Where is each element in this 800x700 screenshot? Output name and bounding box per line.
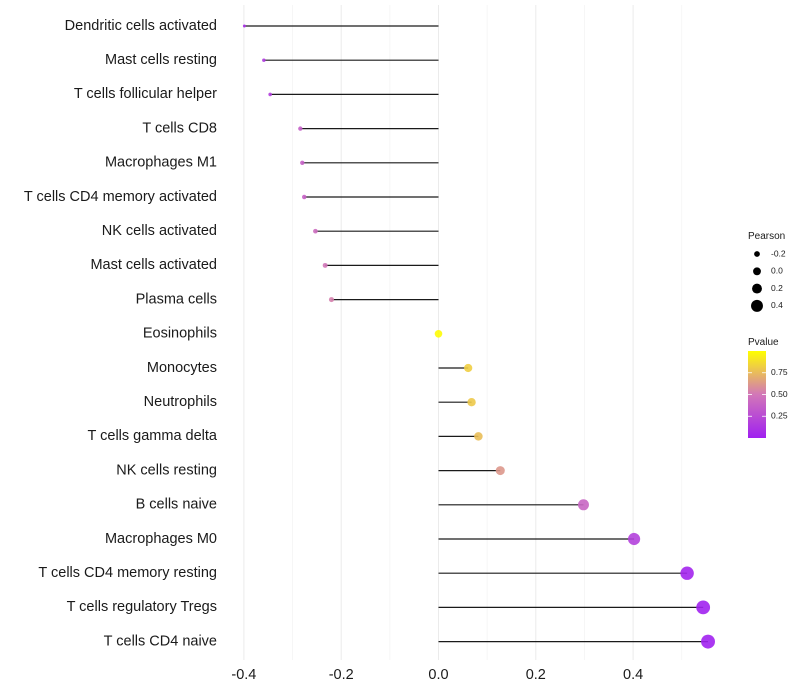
y-tick-label: T cells CD8 [142,120,217,136]
lollipop-point [701,634,715,649]
lollipop-point [464,363,473,373]
lollipop-point [298,126,303,131]
lollipop-point [262,58,266,62]
pvalue-colorbar [748,351,766,438]
y-tick-label: Mast cells resting [105,52,217,68]
lollipop-point [242,24,246,28]
y-tick-label: T cells CD4 memory resting [38,565,217,581]
x-tick-label: -0.2 [329,667,354,683]
lollipop-point [434,330,443,338]
y-tick-label: Mast cells activated [90,257,217,273]
size-legend-label: 0.4 [771,300,783,310]
lollipop-point [495,466,505,476]
size-legend-label: 0.2 [771,283,783,293]
y-tick-label: Dendritic cells activated [65,18,217,34]
lollipop-point [467,398,476,407]
lollipop-point [268,92,272,97]
y-tick-label: T cells CD4 naive [104,633,217,649]
y-tick-label: B cells naive [136,497,217,513]
y-tick-label: Macrophages M0 [105,531,217,547]
size-legend-label: -0.2 [771,248,786,258]
y-tick-label: Eosinophils [143,326,217,342]
y-tick-label: Macrophages M1 [105,155,217,171]
colorbar-label: 0.75 [771,367,788,377]
y-tick-label: T cells gamma delta [88,428,218,444]
lollipop-point [313,228,318,234]
lollipop-point [328,297,335,303]
x-tick-label: 0.0 [428,667,448,683]
lollipop-point [627,532,641,546]
y-tick-label: NK cells activated [102,223,217,239]
size-legend-label: 0.0 [771,266,783,276]
legend-size-title: Pearson [748,231,785,242]
lollipop-point [577,499,589,511]
y-tick-label: T cells regulatory Tregs [67,599,217,615]
colorbar-label: 0.50 [771,389,788,399]
lollipop-point [322,262,328,268]
lollipop-point [474,432,483,441]
lollipop-point [302,194,307,200]
x-tick-label: -0.4 [231,667,256,683]
lollipop-point [680,566,694,580]
lollipop-stems [244,25,709,643]
colorbar-label: 0.25 [771,411,788,421]
x-tick-label: 0.4 [623,667,643,683]
x-tick-label: 0.2 [526,667,546,683]
x-axis-labels: -0.4 -0.2 0.0 0.2 0.4 [231,667,643,683]
legend: Pearson -0.2 0.0 0.2 0.4 Pvalue 0.75 0.50 0.2… [748,231,788,438]
y-axis-labels: Dendritic cells activated Mast cells rest… [24,18,218,650]
lollipop-point [696,600,711,615]
size-legend-dot [754,251,760,257]
size-legend-entries: -0.2 0.0 0.2 0.4 [751,248,786,312]
lollipop-point [300,160,305,165]
legend-color-title: Pvalue [748,337,779,348]
y-tick-label: Neutrophils [144,394,217,410]
y-tick-label: Plasma cells [136,291,217,307]
color-legend-ticks: 0.75 0.50 0.25 [748,367,788,421]
lollipop-points [242,24,715,649]
y-tick-label: T cells follicular helper [74,86,217,102]
y-tick-label: T cells CD4 memory activated [24,189,217,205]
size-legend-dot [752,283,762,294]
y-tick-label: Monocytes [147,360,217,376]
size-legend-dot [751,299,763,312]
grid-lines [243,5,683,660]
y-tick-label: NK cells resting [116,462,217,478]
size-legend-dot [753,267,761,276]
